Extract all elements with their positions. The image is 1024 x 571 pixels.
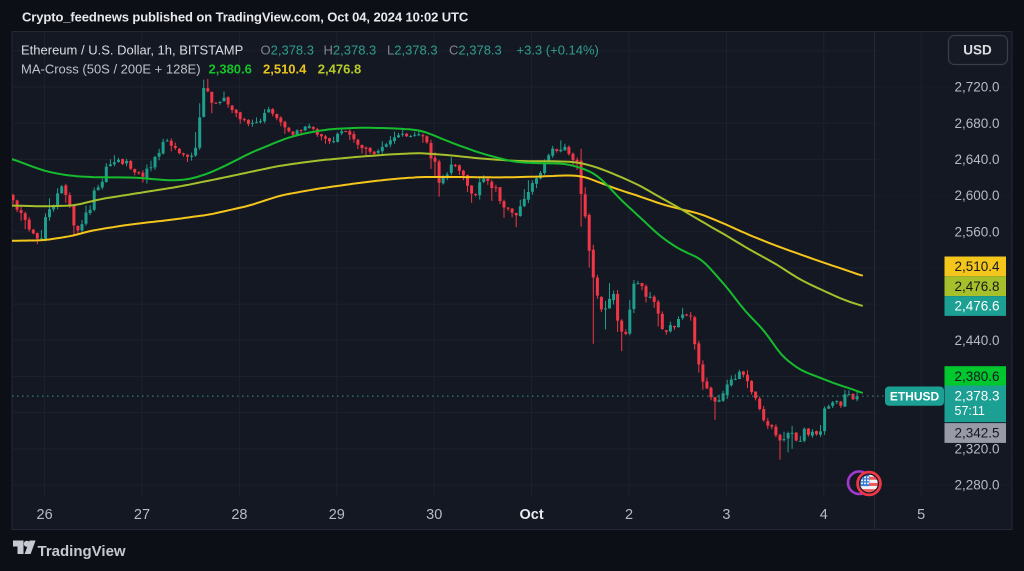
svg-text:2,476.6: 2,476.6 [955, 299, 1000, 314]
svg-text:2,380.6: 2,380.6 [209, 61, 252, 76]
svg-text:2,342.5: 2,342.5 [955, 426, 1000, 441]
svg-text:Crypto_feednews published on T: Crypto_feednews published on TradingView… [22, 10, 469, 25]
svg-text:2,560.0: 2,560.0 [955, 224, 1000, 239]
svg-text:Oct: Oct [520, 507, 544, 523]
svg-text:2,280.0: 2,280.0 [955, 478, 1000, 493]
svg-text:2,378.3: 2,378.3 [955, 389, 1000, 404]
svg-text:TradingView: TradingView [38, 543, 126, 560]
svg-text:USD: USD [963, 43, 992, 58]
svg-text:26: 26 [37, 507, 53, 523]
svg-text:+3.3 (+0.14%): +3.3 (+0.14%) [517, 42, 599, 57]
svg-text:2,476.8: 2,476.8 [955, 279, 1000, 294]
svg-text:2,510.4: 2,510.4 [263, 61, 307, 76]
svg-text:2,320.0: 2,320.0 [955, 442, 1000, 457]
svg-text:2,440.0: 2,440.0 [955, 333, 1000, 348]
svg-text:C2,378.3: C2,378.3 [449, 42, 502, 57]
svg-text:30: 30 [426, 507, 442, 523]
svg-text:3: 3 [722, 507, 730, 523]
svg-text:57:11: 57:11 [955, 404, 985, 418]
svg-text:2,640.0: 2,640.0 [955, 152, 1000, 167]
svg-text:5: 5 [917, 507, 925, 523]
svg-text:MA-Cross (50S / 200E + 128E): MA-Cross (50S / 200E + 128E) [21, 61, 201, 76]
svg-text:L2,378.3: L2,378.3 [387, 42, 438, 57]
svg-text:2,720.0: 2,720.0 [955, 80, 1000, 95]
svg-text:2: 2 [625, 507, 633, 523]
svg-text:H2,378.3: H2,378.3 [324, 42, 377, 57]
svg-text:2,680.0: 2,680.0 [955, 116, 1000, 131]
svg-text:2,510.4: 2,510.4 [955, 259, 1001, 274]
svg-text:O2,378.3: O2,378.3 [261, 42, 315, 57]
svg-text:29: 29 [329, 507, 345, 523]
svg-text:28: 28 [231, 507, 247, 523]
svg-text:2,380.6: 2,380.6 [955, 369, 1000, 384]
svg-text:Ethereum / U.S. Dollar, 1h, BI: Ethereum / U.S. Dollar, 1h, BITSTAMP [21, 42, 243, 57]
svg-text:27: 27 [134, 507, 150, 523]
svg-text:ETHUSD: ETHUSD [890, 389, 940, 403]
svg-text:4: 4 [820, 507, 828, 523]
svg-text:2,600.0: 2,600.0 [955, 188, 1000, 203]
svg-text:2,476.8: 2,476.8 [318, 61, 361, 76]
